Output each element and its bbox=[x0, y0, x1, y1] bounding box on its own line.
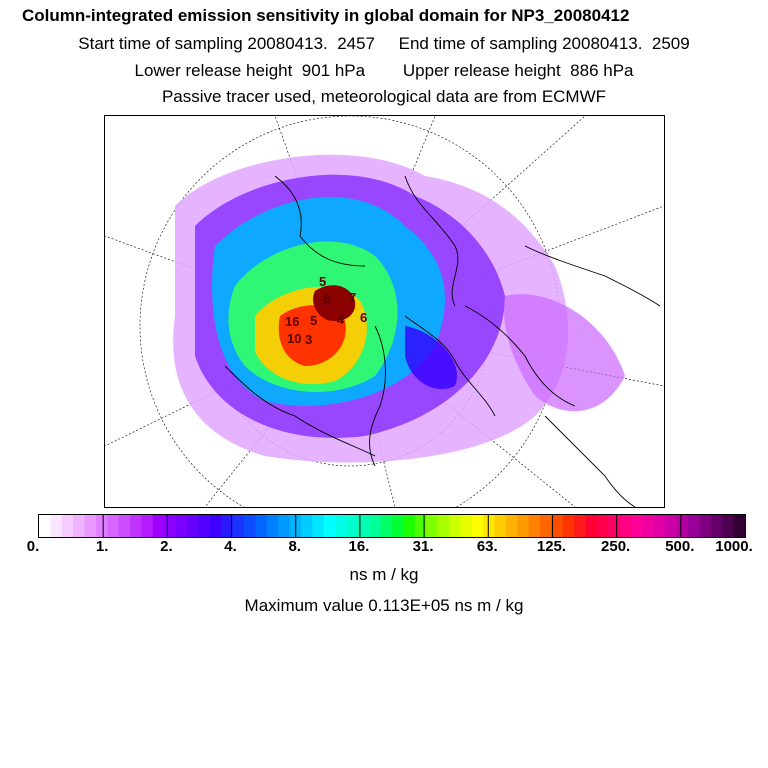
colorbar-swatch bbox=[688, 515, 701, 537]
colorbar-tick-label: 250. bbox=[601, 538, 631, 555]
colorbar-swatch bbox=[596, 515, 609, 537]
colorbar-swatch bbox=[676, 515, 689, 537]
colorbar-swatch bbox=[335, 515, 348, 537]
colorbar-swatch bbox=[118, 515, 131, 537]
contour-label-5a: 5 bbox=[310, 313, 317, 328]
release-height-line: Lower release height 901 hPa Upper relea… bbox=[134, 61, 634, 80]
emission-sensitivity-map: 8 7 6 16 5 4 5 10 3 bbox=[104, 115, 665, 508]
colorbar-swatch bbox=[198, 515, 211, 537]
contour-label-10: 10 bbox=[287, 331, 301, 346]
coastlines bbox=[224, 175, 661, 507]
map-canvas: 8 7 6 16 5 4 5 10 3 bbox=[105, 116, 664, 507]
colorbar-swatch bbox=[426, 515, 439, 537]
colorbar-swatch bbox=[551, 515, 564, 537]
sampling-time-line: Start time of sampling 20080413. 2457 En… bbox=[78, 34, 690, 53]
colorbar-swatch bbox=[369, 515, 382, 537]
colorbar-swatch bbox=[710, 515, 723, 537]
tracer-info-line: Passive tracer used, meteorological data… bbox=[161, 87, 607, 106]
colorbar-swatch bbox=[61, 515, 74, 537]
colorbar-swatch bbox=[631, 515, 644, 537]
colorbar-swatch bbox=[483, 515, 496, 537]
colorbar-swatch bbox=[278, 515, 291, 537]
colorbar-swatch bbox=[653, 515, 666, 537]
colorbar-tick-label: 16. bbox=[348, 538, 370, 555]
colorbar-swatch bbox=[528, 515, 541, 537]
colorbar-swatch bbox=[722, 515, 735, 537]
contour-label-3: 3 bbox=[305, 332, 312, 347]
colorbar-swatch bbox=[84, 515, 97, 537]
colorbar bbox=[38, 514, 746, 538]
colorbar-swatch bbox=[471, 515, 484, 537]
colorbar-swatch bbox=[619, 515, 632, 537]
colorbar-tick-label: 63. bbox=[476, 538, 498, 555]
colorbar-swatch bbox=[39, 515, 51, 537]
colorbar-swatch bbox=[73, 515, 86, 537]
colorbar-swatch bbox=[243, 515, 256, 537]
colorbar-swatch bbox=[152, 515, 165, 537]
colorbar-swatch bbox=[312, 515, 325, 537]
contour-label-7: 7 bbox=[349, 290, 356, 305]
colorbar-swatch bbox=[187, 515, 200, 537]
contour-labels: 8 7 6 16 5 4 5 10 3 bbox=[285, 274, 367, 347]
colorbar-tick-label: 4. bbox=[224, 538, 237, 555]
colorbar-swatch bbox=[540, 515, 553, 537]
colorbar-tick-label: 8. bbox=[288, 538, 301, 555]
colorbar-swatches bbox=[39, 515, 746, 537]
colorbar-swatch bbox=[175, 515, 188, 537]
colorbar-swatch bbox=[300, 515, 313, 537]
colorbar-swatch bbox=[221, 515, 234, 537]
colorbar-swatch bbox=[574, 515, 587, 537]
colorbar-tick-label: 1. bbox=[95, 538, 109, 555]
colorbar-tick-label: 500. bbox=[665, 538, 695, 555]
colorbar-swatch bbox=[357, 515, 370, 537]
colorbar-swatch bbox=[642, 515, 655, 537]
colorbar-swatch bbox=[107, 515, 120, 537]
colorbar-unit: ns m / kg bbox=[349, 565, 419, 584]
colorbar-tick-label: 31. bbox=[412, 538, 434, 555]
colorbar-swatch bbox=[517, 515, 530, 537]
contour-label-16: 16 bbox=[285, 314, 299, 329]
colorbar-swatch bbox=[50, 515, 63, 537]
colorbar-swatch bbox=[209, 515, 222, 537]
colorbar-swatch bbox=[585, 515, 598, 537]
contour-label-6: 6 bbox=[360, 310, 367, 325]
colorbar-swatch bbox=[494, 515, 507, 537]
colorbar-swatch bbox=[437, 515, 450, 537]
contour-label-4: 4 bbox=[337, 312, 345, 327]
colorbar-swatch bbox=[95, 515, 108, 537]
colorbar-swatch bbox=[403, 515, 416, 537]
maximum-value-label: Maximum value 0.113E+05 ns m / kg bbox=[244, 596, 524, 615]
colorbar-swatch bbox=[460, 515, 473, 537]
colorbar-swatch bbox=[562, 515, 575, 537]
colorbar-tick-label: 0. bbox=[26, 538, 40, 555]
colorbar-swatch bbox=[414, 515, 427, 537]
colorbar-swatch bbox=[266, 515, 279, 537]
colorbar-tick-label: 2. bbox=[160, 538, 173, 555]
colorbar-swatch bbox=[346, 515, 359, 537]
colorbar-swatch bbox=[665, 515, 678, 537]
plot-title: Column-integrated emission sensitivity i… bbox=[22, 6, 630, 25]
colorbar-swatch bbox=[323, 515, 336, 537]
contour-label-5b: 5 bbox=[319, 274, 326, 289]
colorbar-tick-label: 1000. bbox=[715, 538, 753, 555]
colorbar-swatch bbox=[505, 515, 518, 537]
colorbar-swatch bbox=[164, 515, 177, 537]
colorbar-swatch bbox=[733, 515, 746, 537]
colorbar-swatch bbox=[380, 515, 393, 537]
colorbar-swatch bbox=[255, 515, 268, 537]
colorbar-swatch bbox=[232, 515, 245, 537]
colorbar-swatch bbox=[392, 515, 404, 537]
contour-label-8: 8 bbox=[323, 291, 330, 306]
colorbar-swatch bbox=[130, 515, 143, 537]
colorbar-swatch bbox=[608, 515, 621, 537]
colorbar-swatch bbox=[699, 515, 712, 537]
sensitivity-field bbox=[173, 154, 625, 463]
colorbar-swatch bbox=[448, 515, 461, 537]
colorbar-tick-label: 125. bbox=[536, 538, 567, 555]
colorbar-swatch bbox=[141, 515, 154, 537]
